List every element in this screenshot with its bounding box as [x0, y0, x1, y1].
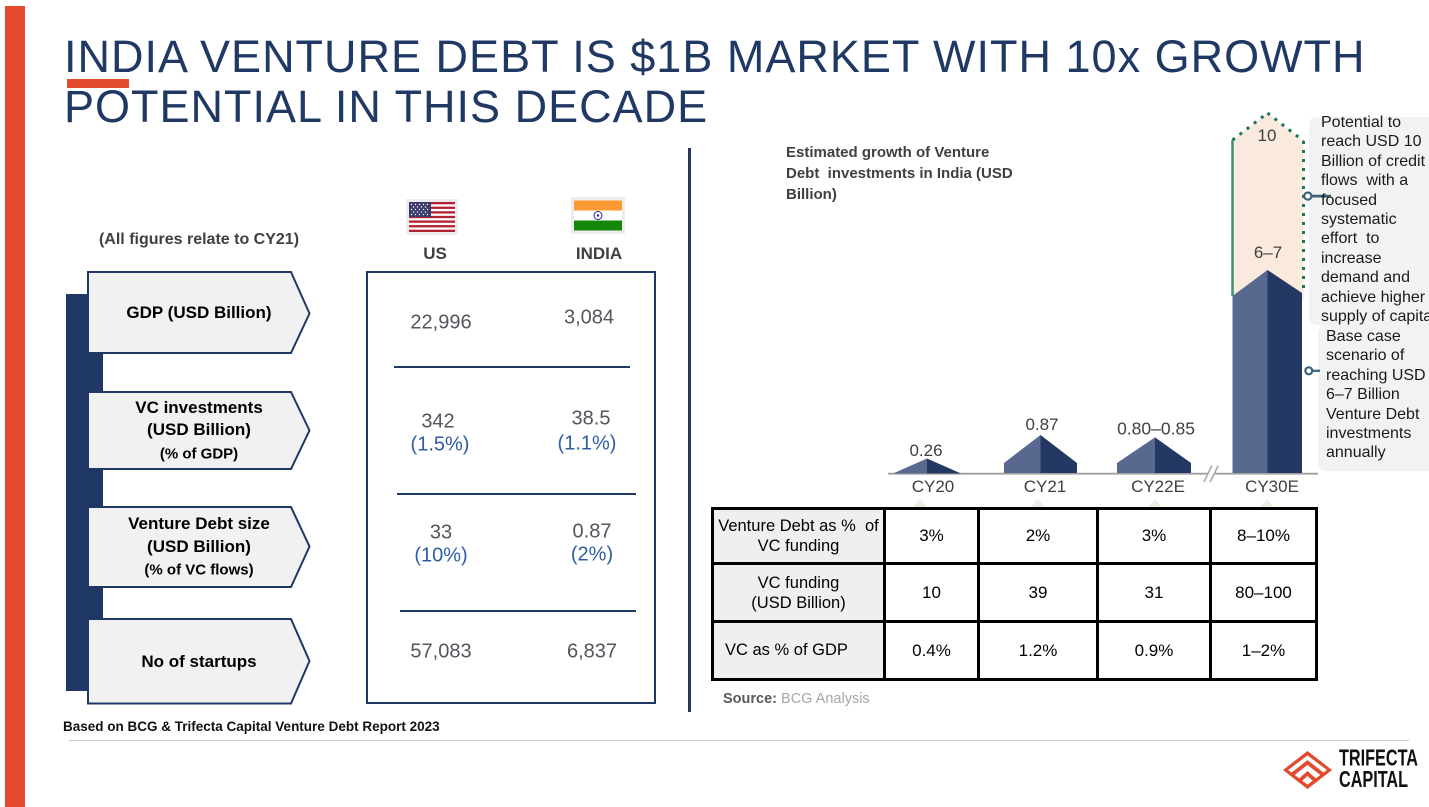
svg-text:TRIFECTA: TRIFECTA [1339, 745, 1418, 771]
svg-text:CAPITAL: CAPITAL [1339, 766, 1408, 792]
